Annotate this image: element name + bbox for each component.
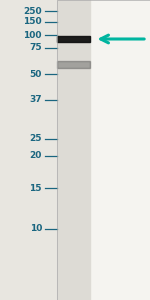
Text: 37: 37 bbox=[29, 95, 42, 104]
Text: 50: 50 bbox=[30, 70, 42, 79]
Bar bbox=[57, 0, 150, 300]
Text: 25: 25 bbox=[30, 134, 42, 143]
Text: 250: 250 bbox=[23, 7, 42, 16]
Text: 20: 20 bbox=[30, 152, 42, 160]
Text: 15: 15 bbox=[30, 184, 42, 193]
Text: 150: 150 bbox=[23, 17, 42, 26]
Text: 100: 100 bbox=[24, 31, 42, 40]
Bar bbox=[57, 0, 90, 300]
Bar bbox=[0, 0, 57, 300]
Text: 10: 10 bbox=[30, 224, 42, 233]
Bar bbox=[57, 0, 150, 300]
Bar bbox=[57, 61, 90, 68]
Text: 75: 75 bbox=[29, 44, 42, 52]
Bar bbox=[57, 36, 90, 42]
